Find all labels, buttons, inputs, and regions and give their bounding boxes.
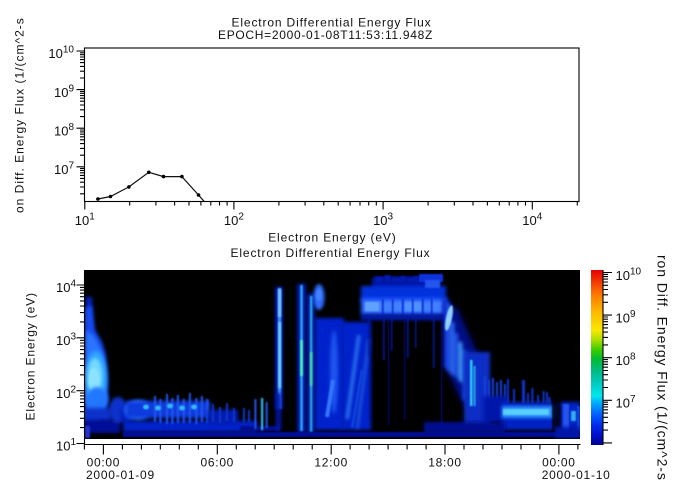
svg-text:109: 109 bbox=[616, 309, 636, 326]
svg-text:102: 102 bbox=[224, 212, 244, 229]
svg-text:ron Diff. Energy Flux (1/(cm^2: ron Diff. Energy Flux (1/(cm^2-s bbox=[655, 255, 671, 481]
svg-text:Electron Differential Energy F: Electron Differential Energy Flux bbox=[232, 15, 432, 29]
svg-text:Electron Energy (eV): Electron Energy (eV) bbox=[268, 231, 396, 245]
svg-text:107: 107 bbox=[54, 161, 74, 178]
svg-text:06:00: 06:00 bbox=[201, 456, 235, 470]
svg-text:18:00: 18:00 bbox=[428, 456, 462, 470]
svg-text:EPOCH=2000-01-08T11:53:11.948Z: EPOCH=2000-01-08T11:53:11.948Z bbox=[218, 28, 433, 42]
svg-text:00:00: 00:00 bbox=[542, 456, 576, 470]
svg-text:1010: 1010 bbox=[48, 45, 74, 62]
svg-text:103: 103 bbox=[56, 332, 76, 349]
svg-text:107: 107 bbox=[616, 394, 636, 411]
svg-text:109: 109 bbox=[54, 83, 74, 100]
svg-text:104: 104 bbox=[56, 279, 76, 296]
svg-text:104: 104 bbox=[522, 212, 542, 229]
svg-text:101: 101 bbox=[75, 212, 95, 229]
svg-text:108: 108 bbox=[616, 352, 636, 369]
svg-text:102: 102 bbox=[56, 384, 76, 401]
svg-text:108: 108 bbox=[54, 122, 74, 139]
svg-text:12:00: 12:00 bbox=[314, 456, 348, 470]
svg-text:00:00: 00:00 bbox=[87, 456, 121, 470]
svg-text:Electron Energy (eV): Electron Energy (eV) bbox=[24, 292, 38, 420]
svg-text:on Diff. Energy Flux (1/(cm^2-: on Diff. Energy Flux (1/(cm^2-s bbox=[13, 17, 27, 213]
svg-text:1010: 1010 bbox=[616, 266, 642, 283]
svg-text:2000-01-10: 2000-01-10 bbox=[542, 468, 611, 482]
svg-text:Electron Differential Energy F: Electron Differential Energy Flux bbox=[231, 246, 431, 260]
svg-text:2000-01-09: 2000-01-09 bbox=[86, 468, 155, 482]
svg-text:101: 101 bbox=[56, 437, 76, 454]
svg-text:103: 103 bbox=[373, 212, 393, 229]
